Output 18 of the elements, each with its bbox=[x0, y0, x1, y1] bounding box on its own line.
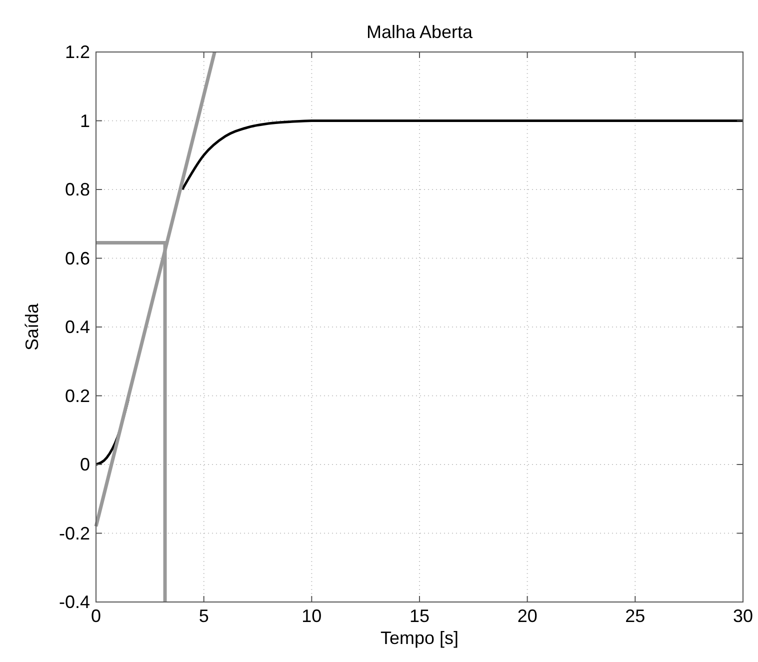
y-tick-label: 0.6 bbox=[64, 248, 90, 268]
x-tick-label: 5 bbox=[198, 606, 209, 626]
x-tick-label: 20 bbox=[517, 606, 538, 626]
y-tick-label: 0.8 bbox=[64, 180, 90, 200]
y-tick-label: 0.2 bbox=[64, 386, 90, 406]
x-tick-label: 10 bbox=[302, 606, 322, 626]
x-tick-label: 15 bbox=[409, 606, 430, 626]
x-axis-title: Tempo [s] bbox=[380, 628, 459, 648]
y-tick-label: 0 bbox=[80, 454, 90, 474]
y-tick-label: -0.2 bbox=[58, 523, 90, 544]
y-tick-label: 1 bbox=[80, 110, 90, 131]
y-axis-title: Saída bbox=[22, 302, 42, 351]
y-tick-label: -0.4 bbox=[58, 592, 90, 612]
y-tick-label: 1.2 bbox=[64, 42, 90, 62]
y-tick-label: 0.4 bbox=[64, 317, 90, 337]
chart-title: Malha Aberta bbox=[366, 22, 474, 42]
x-tick-label: 25 bbox=[625, 606, 646, 626]
x-tick-label: 30 bbox=[732, 606, 754, 626]
